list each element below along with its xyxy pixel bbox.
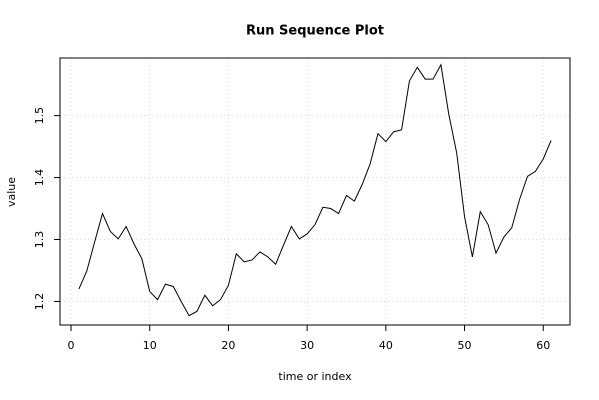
x-tick-label: 20 xyxy=(221,339,235,352)
x-tick-label: 10 xyxy=(143,339,157,352)
chart-title: Run Sequence Plot xyxy=(246,24,384,39)
x-tick-label: 60 xyxy=(536,339,550,352)
x-tick-label: 50 xyxy=(458,339,472,352)
y-tick-label: 1.4 xyxy=(33,169,46,187)
x-tick-label: 40 xyxy=(379,339,393,352)
y-tick-label: 1.5 xyxy=(33,107,46,125)
y-tick-label: 1.2 xyxy=(33,293,46,311)
y-tick-label: 1.3 xyxy=(33,231,46,249)
data-line xyxy=(78,63,552,317)
plot-frame xyxy=(59,57,571,326)
x-tick-label: 0 xyxy=(68,339,75,352)
y-axis-label: value xyxy=(5,177,18,207)
x-axis-label: time or index xyxy=(278,370,352,383)
x-tick-label: 30 xyxy=(300,339,314,352)
